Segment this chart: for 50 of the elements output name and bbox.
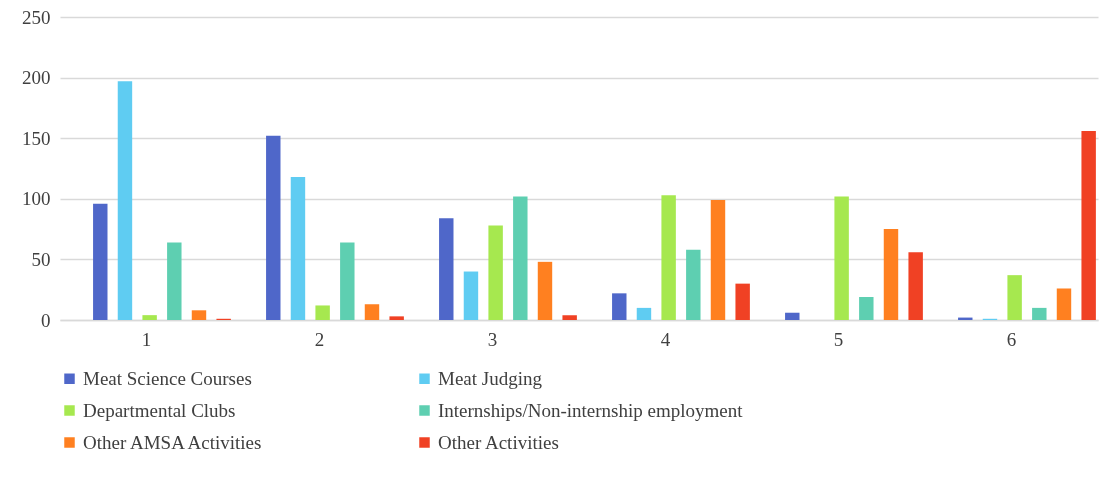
legend-label: Other AMSA Activities	[83, 431, 262, 453]
bar	[1081, 130, 1096, 320]
legend-label: Meat Science Courses	[83, 367, 252, 389]
bar	[463, 271, 479, 320]
bar	[908, 252, 923, 320]
bar	[191, 310, 207, 320]
x-tick-label: 2	[314, 328, 325, 350]
bar	[834, 196, 849, 320]
bar	[488, 225, 503, 320]
bar	[859, 296, 874, 320]
bar	[315, 305, 330, 320]
bar	[1032, 307, 1047, 320]
y-tick-label: 100	[22, 188, 51, 210]
legend-label: Other Activities	[438, 431, 559, 453]
bar	[883, 229, 899, 320]
bar	[389, 316, 404, 320]
legend-label: Internships/Non-internship employment	[438, 399, 744, 421]
bar	[1007, 275, 1022, 320]
bar	[537, 261, 553, 320]
bar	[364, 304, 380, 320]
y-tick-label: 250	[22, 6, 51, 28]
y-tick-label: 50	[31, 248, 51, 270]
legend-label: Departmental Clubs	[83, 399, 236, 421]
bar	[340, 242, 355, 320]
bar	[735, 283, 750, 320]
bar	[661, 195, 676, 320]
y-tick-label: 0	[41, 309, 51, 331]
bar	[612, 293, 627, 320]
bar	[266, 135, 281, 320]
bar	[636, 307, 652, 320]
bar	[290, 176, 306, 320]
bar	[142, 315, 157, 320]
bar	[686, 249, 701, 320]
x-tick-label: 1	[141, 328, 152, 350]
x-tick-label: 5	[833, 328, 844, 350]
bar	[1056, 288, 1072, 320]
bar	[439, 218, 454, 320]
bar	[785, 312, 800, 320]
bar	[562, 315, 577, 320]
y-tick-label: 200	[22, 67, 51, 89]
bar	[93, 203, 108, 320]
x-tick-label: 6	[1006, 328, 1017, 350]
bar	[167, 242, 182, 320]
x-tick-label: 4	[660, 328, 671, 350]
bar	[117, 81, 133, 320]
x-tick-label: 3	[487, 328, 498, 350]
y-tick-label: 150	[22, 127, 51, 149]
legend-label: Meat Judging	[438, 367, 543, 389]
bar	[710, 200, 726, 320]
bar	[513, 196, 528, 320]
